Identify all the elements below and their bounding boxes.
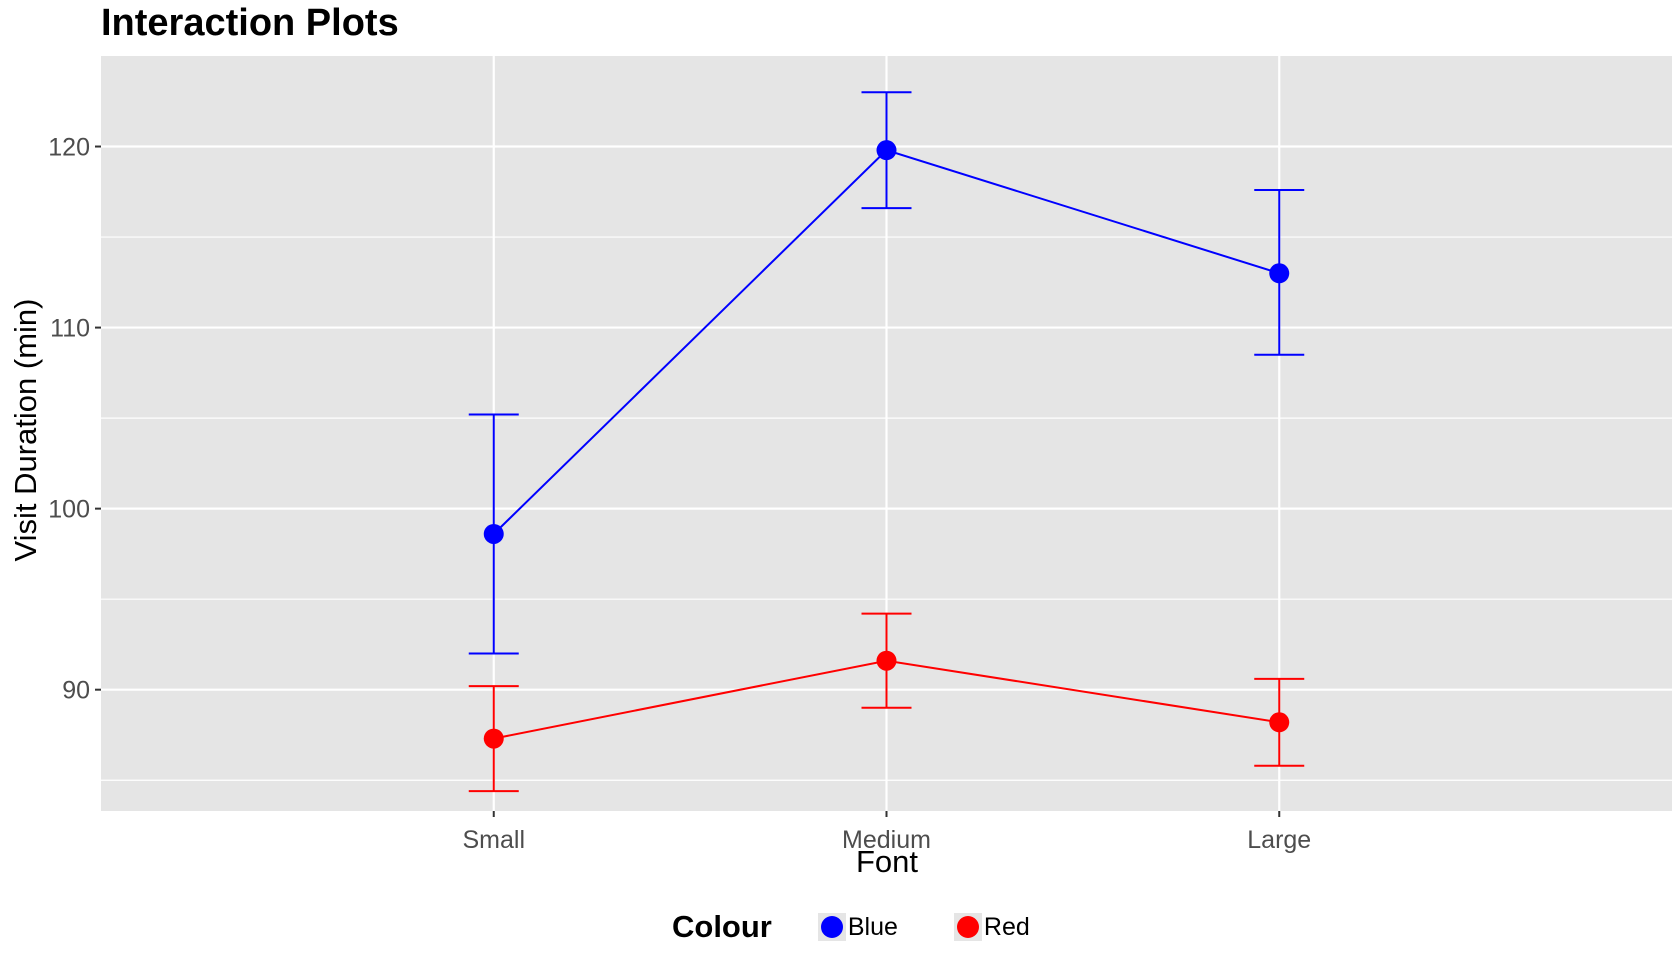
y-tick-label: 90 (62, 677, 90, 705)
x-tick-label: Small (462, 826, 525, 854)
y-tick-label: 110 (50, 315, 90, 343)
y-tick-label: 120 (48, 134, 90, 162)
data-point-red (876, 650, 897, 671)
x-tick-label: Large (1247, 826, 1311, 854)
data-point-red (1269, 712, 1290, 733)
data-point-blue (483, 523, 504, 544)
legend-key-blue (817, 913, 846, 941)
x-axis-title: Font (855, 844, 919, 879)
legend-dot-red (956, 916, 979, 938)
data-point-red (483, 728, 504, 749)
legend-label-red: Red (983, 912, 1030, 941)
legend: Colour Blue Red (672, 905, 1086, 949)
legend-label-blue: Blue (847, 912, 898, 941)
x-tick-label: Medium (842, 826, 931, 854)
data-point-blue (1269, 263, 1290, 284)
data-point-blue (876, 140, 897, 161)
y-tick-label: 100 (48, 496, 90, 524)
y-axis-title: Visit Duration (min) (8, 298, 43, 562)
legend-item-red: Red (953, 912, 1030, 942)
legend-dot-blue (820, 916, 843, 938)
legend-key-red (953, 913, 982, 941)
legend-item-blue: Blue (817, 912, 898, 942)
chart-title: Interaction Plots (101, 2, 399, 44)
legend-title: Colour (672, 909, 772, 944)
